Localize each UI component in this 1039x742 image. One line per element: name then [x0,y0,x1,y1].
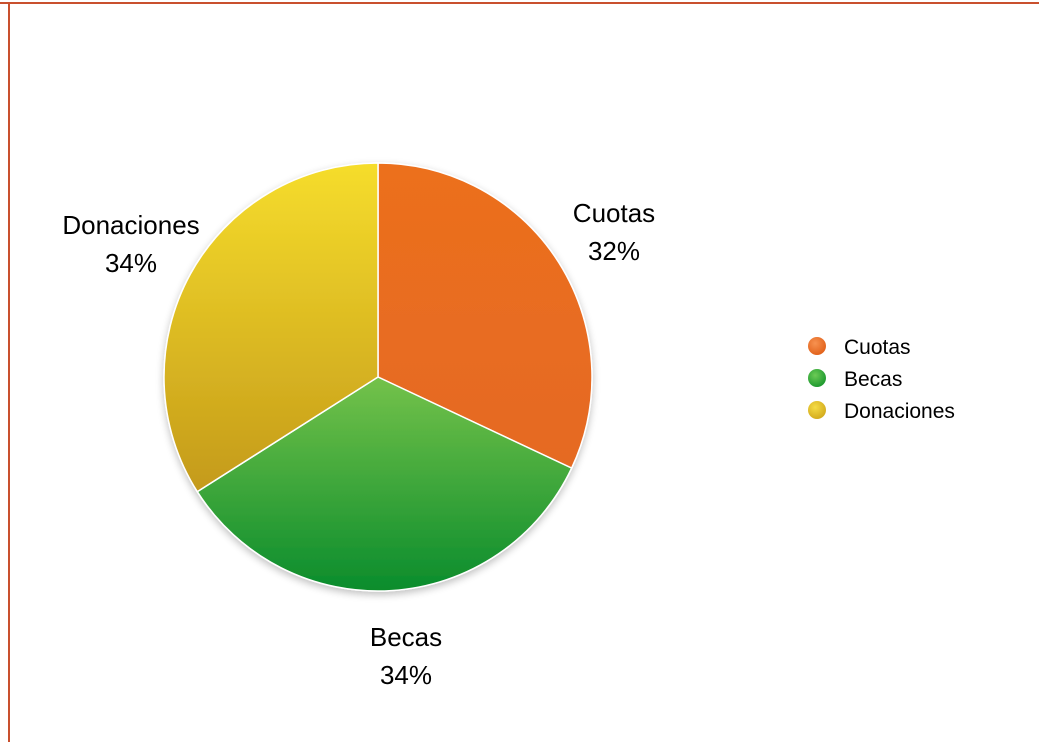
legend-label-becas: Becas [844,368,902,391]
legend-swatch-becas [808,369,826,387]
legend-swatch-cuotas [808,337,826,355]
legend-entry-cuotas: Cuotas [808,336,911,359]
legend-swatch-donaciones [808,401,826,419]
slice-label-becas-name: Becas [370,622,442,652]
slice-label-donaciones-name: Donaciones [62,210,199,240]
legend-label-cuotas: Cuotas [844,336,911,359]
pie-slice-cuotas [377,162,593,470]
slice-label-cuotas-name: Cuotas [573,198,655,228]
pie-slices [163,162,593,592]
pie-slice-donaciones [163,162,379,493]
slice-label-cuotas-pct: 32% [588,236,640,266]
slice-label-becas-pct: 34% [380,660,432,690]
pie-slice-becas [196,376,573,592]
legend: Cuotas Becas Donaciones [808,336,955,423]
slice-label-donaciones-pct: 34% [105,248,157,278]
legend-label-donaciones: Donaciones [844,400,955,423]
legend-entry-becas: Becas [808,368,902,391]
legend-entry-donaciones: Donaciones [808,400,955,423]
